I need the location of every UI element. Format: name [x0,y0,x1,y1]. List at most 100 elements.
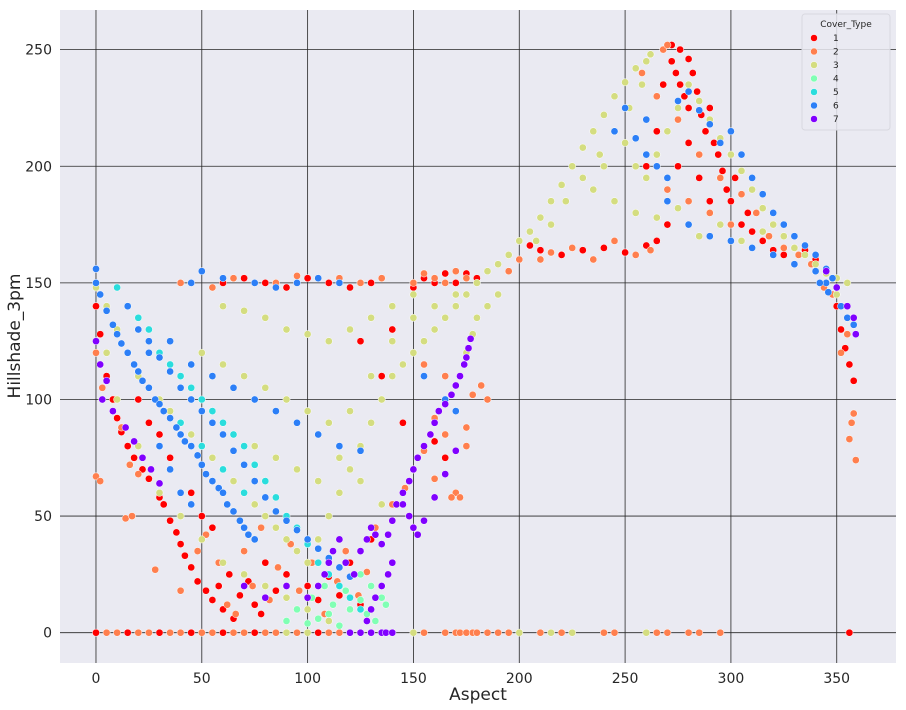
data-point [494,290,502,299]
data-point [631,209,640,217]
data-point [779,244,788,252]
data-point [282,570,291,579]
data-point [113,283,121,292]
data-point [166,414,174,422]
data-point [250,395,259,404]
data-point [176,512,185,520]
data-point [568,244,577,252]
data-point [631,64,640,73]
data-point [456,493,464,502]
data-point [716,174,725,182]
data-point [92,265,100,273]
data-point [92,279,100,287]
data-point [451,267,460,276]
data-point [314,582,323,590]
data-point [202,586,210,595]
data-point [176,383,185,392]
data-point [187,430,196,439]
data-point [451,446,460,455]
data-point [638,69,646,77]
data-point [166,360,174,369]
data-point [293,279,301,287]
legend-box [801,13,891,131]
data-point [705,232,714,241]
data-point [121,423,130,432]
data-point [130,437,138,446]
data-point [779,232,788,241]
data-point [674,162,682,171]
data-point [356,628,365,637]
data-point [134,470,143,478]
y-tick-label: 50 [34,509,52,525]
data-point [293,465,301,474]
data-point [409,279,418,287]
data-point [208,453,217,462]
data-point [176,488,185,497]
legend-entry-label: 7 [833,115,839,125]
data-point [420,269,428,278]
data-point [769,220,778,229]
data-point [329,547,337,555]
data-point [642,628,651,637]
data-point [367,605,375,614]
data-point [134,367,143,376]
data-point [790,244,799,252]
data-point [536,628,545,637]
data-point [219,488,227,497]
data-point [293,272,301,280]
data-point [250,628,259,637]
data-point [314,614,323,623]
data-point [303,605,312,614]
data-point [166,465,174,474]
data-point [134,313,143,322]
data-point [409,523,418,532]
data-point [790,260,799,269]
data-point [845,435,854,443]
data-point [837,325,845,334]
data-point [250,279,259,287]
data-point [240,442,248,450]
data-point [151,565,160,574]
data-point [229,477,238,485]
data-point [250,442,259,450]
data-point [779,251,788,259]
data-point [705,104,714,112]
y-tick-label: 250 [25,43,52,59]
data-point [727,237,735,245]
data-point [219,430,227,439]
data-point [737,167,746,175]
data-point [303,558,312,567]
data-point [92,337,100,346]
data-point [208,372,217,380]
legend-entry-label: 3 [833,61,839,71]
data-point [578,246,587,255]
data-point [181,437,189,446]
data-point [130,360,138,369]
data-point [547,197,555,206]
data-point [155,353,164,362]
data-point [547,248,555,257]
data-point [261,279,270,287]
data-point [515,255,524,264]
plot-background [60,10,896,663]
data-point [589,255,598,264]
data-point [405,512,414,520]
data-point [684,87,693,96]
data-point [356,605,365,614]
data-point [684,197,693,206]
data-point [652,92,661,101]
data-point [722,185,731,194]
data-point [409,348,418,357]
data-point [600,111,608,119]
data-point [197,442,206,450]
x-tick-label: 50 [193,671,211,687]
data-point [822,267,831,276]
data-point [684,104,693,112]
data-point [748,227,756,236]
data-point [197,395,206,404]
data-point [282,325,291,334]
data-point [303,330,312,339]
data-point [430,493,439,502]
data-point [849,376,858,385]
data-point [714,150,723,159]
